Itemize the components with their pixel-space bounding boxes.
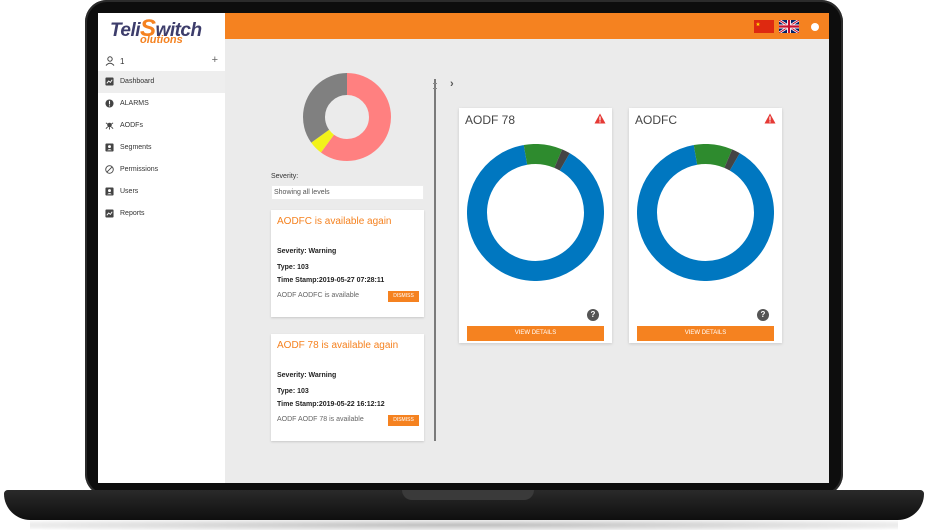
sidebar-item-reports[interactable]: Reports bbox=[98, 203, 225, 225]
donut-segment bbox=[467, 144, 604, 281]
reports-icon bbox=[105, 209, 114, 218]
laptop-base bbox=[4, 490, 924, 520]
logo-part-teli: Teli bbox=[110, 20, 141, 41]
permissions-icon bbox=[105, 165, 114, 174]
alarm-title: AODFC is available again bbox=[277, 216, 392, 227]
help-icon[interactable]: ? bbox=[587, 309, 599, 321]
alarm-timestamp: Time Stamp:2019-05-22 16:12:12 bbox=[277, 401, 385, 408]
alarm-description: AODF AODFC is available bbox=[277, 292, 360, 299]
chinese-flag-icon[interactable] bbox=[754, 20, 774, 33]
chevron-right-icon[interactable]: › bbox=[450, 78, 454, 90]
alarms-panel: Severity: Showing all levels AODFC is av… bbox=[225, 39, 439, 483]
device-name: AODF 78 bbox=[465, 113, 516, 127]
alarm-timestamp: Time Stamp:2019-05-27 07:28:11 bbox=[277, 277, 385, 284]
logo-part-witch: witch bbox=[155, 20, 203, 41]
alarm-card: AODF 78 is available again Severity: War… bbox=[271, 334, 424, 441]
help-icon[interactable]: ? bbox=[757, 309, 769, 321]
port-status-donut-chart bbox=[467, 144, 604, 281]
device-card: AODFC ? VIEW DETAILS bbox=[629, 108, 782, 343]
donut-segment bbox=[467, 144, 604, 281]
alarm-description: AODF AODF 78 is available bbox=[277, 416, 364, 423]
users-icon bbox=[105, 187, 114, 196]
laptop-notch bbox=[402, 490, 534, 500]
warning-icon bbox=[594, 113, 606, 124]
dismiss-button[interactable]: DISMISS bbox=[388, 415, 419, 426]
severity-filter[interactable]: Showing all levels bbox=[271, 185, 424, 200]
donut-segment bbox=[637, 144, 774, 281]
logo-text-bottom: olutions bbox=[140, 34, 183, 46]
sidebar-item-aodfs[interactable]: AODFs bbox=[98, 115, 225, 137]
warning-icon bbox=[764, 113, 776, 124]
account-menu-icon[interactable] bbox=[811, 23, 819, 31]
alarm-type: Type: 103 bbox=[277, 388, 309, 395]
uk-flag-icon[interactable] bbox=[778, 18, 800, 35]
logo-part-s: S bbox=[140, 15, 156, 42]
alarm-severity: Severity: Warning bbox=[277, 248, 337, 255]
donut-segment bbox=[303, 73, 391, 161]
view-details-button[interactable]: VIEW DETAILS bbox=[637, 326, 774, 341]
sidebar-item-label: Permissions bbox=[120, 166, 159, 173]
add-icon[interactable]: + bbox=[211, 54, 218, 66]
user-row[interactable]: 1 + bbox=[98, 53, 225, 70]
telisswitch-logo[interactable]: TeliSwitch olutions bbox=[110, 15, 220, 49]
app-screen: TeliSwitch olutions 1 + Dashboard bbox=[98, 13, 829, 483]
donut-segment bbox=[637, 144, 774, 281]
sidebar-item-dashboard[interactable]: Dashboard bbox=[98, 71, 225, 93]
dashboard-icon bbox=[105, 77, 114, 86]
panel-resize-handle[interactable] bbox=[433, 79, 437, 441]
laptop-shadow bbox=[30, 520, 898, 530]
sidebar-item-label: ALARMS bbox=[120, 100, 149, 107]
port-status-donut-chart bbox=[637, 144, 774, 281]
dismiss-button[interactable]: DISMISS bbox=[388, 291, 419, 302]
resize-grip-icon[interactable] bbox=[433, 83, 437, 89]
alarm-severity: Severity: Warning bbox=[277, 372, 337, 379]
sidebar-nav: Dashboard ALARMS AODFs bbox=[98, 71, 225, 225]
severity-donut-chart bbox=[303, 73, 391, 161]
sidebar-item-label: Users bbox=[120, 188, 139, 195]
alarm-title: AODF 78 is available again bbox=[277, 340, 399, 351]
sidebar-item-alarms[interactable]: ALARMS bbox=[98, 93, 225, 115]
alarm-icon bbox=[105, 99, 114, 108]
top-bar bbox=[225, 13, 829, 39]
user-icon bbox=[105, 56, 115, 66]
alarm-type: Type: 103 bbox=[277, 264, 309, 271]
aodf-icon bbox=[105, 122, 114, 130]
sidebar-item-label: Segments bbox=[120, 144, 152, 151]
alarm-card: AODFC is available again Severity: Warni… bbox=[271, 210, 424, 317]
sidebar-item-label: Dashboard bbox=[120, 78, 155, 85]
panel-divider bbox=[434, 79, 436, 441]
view-details-button[interactable]: VIEW DETAILS bbox=[467, 326, 604, 341]
sidebar-item-permissions[interactable]: Permissions bbox=[98, 159, 225, 181]
device-card: AODF 78 ? VIEW DETAILS bbox=[459, 108, 612, 343]
device-name: AODFC bbox=[635, 113, 677, 127]
segments-icon bbox=[105, 143, 114, 152]
severity-label: Severity: bbox=[271, 173, 299, 180]
sidebar-item-label: Reports bbox=[120, 210, 145, 217]
logo-text-top: TeliSwitch bbox=[110, 15, 202, 43]
sidebar: TeliSwitch olutions 1 + Dashboard bbox=[98, 13, 225, 483]
sidebar-item-segments[interactable]: Segments bbox=[98, 137, 225, 159]
sidebar-item-users[interactable]: Users bbox=[98, 181, 225, 203]
sidebar-item-label: AODFs bbox=[120, 122, 143, 129]
user-name: 1 bbox=[120, 57, 125, 66]
